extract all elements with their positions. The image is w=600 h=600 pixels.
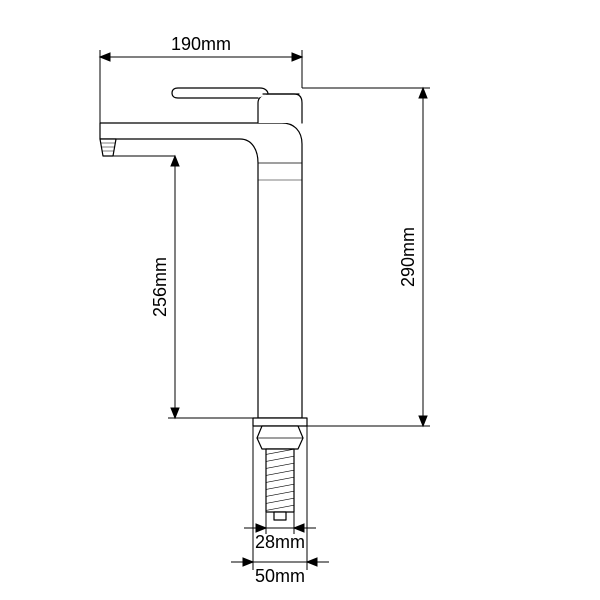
- dim-base-width-label: 50mm: [255, 566, 305, 586]
- dim-total-height: 290mm: [302, 88, 430, 426]
- dim-spout-drop-label: 256mm: [150, 257, 170, 317]
- dim-thread-dia-label: 28mm: [255, 532, 305, 552]
- dim-spout-drop: 256mm: [108, 156, 253, 418]
- dim-total-height-label: 290mm: [398, 227, 418, 287]
- faucet-outline: [100, 88, 307, 520]
- dim-spout-width-label: 190mm: [171, 34, 231, 54]
- faucet-dimension-drawing: 190mm 290mm 256mm 28mm: [0, 0, 600, 600]
